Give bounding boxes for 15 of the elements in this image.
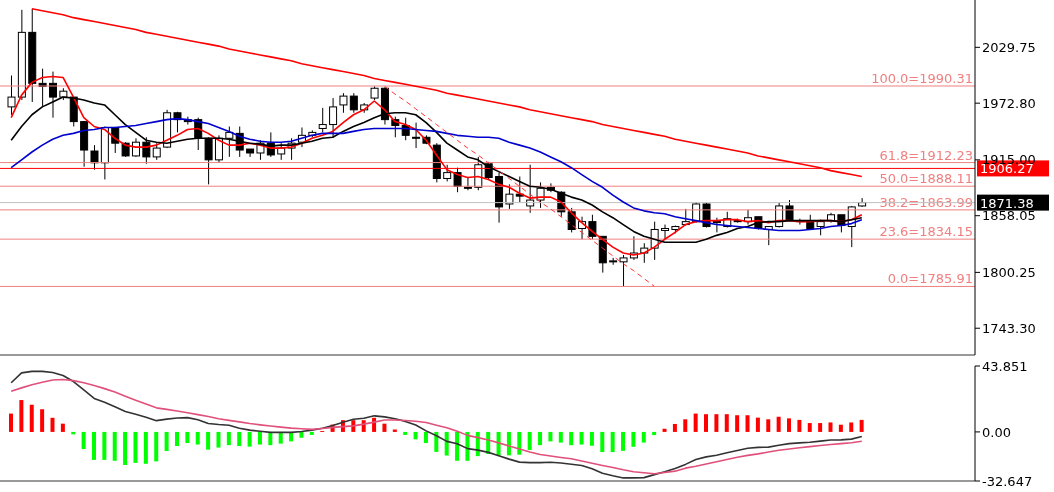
y-tick-label: 1800.25 <box>982 264 1036 280</box>
y-tick-label: -32.647 <box>982 473 1033 489</box>
y-tick-label: 1858.05 <box>982 208 1036 224</box>
ref-line-label: 61.8=1912.23 <box>879 147 973 163</box>
y-tick-label: 1743.30 <box>982 320 1036 336</box>
ref-line-label: 38.2=1863.99 <box>879 194 973 210</box>
ref-line-label: 1871.38 <box>980 195 1034 211</box>
y-tick-label: 0.00 <box>982 424 1011 440</box>
y-tick-label: 1972.80 <box>982 95 1036 111</box>
y-tick-label: 43.851 <box>982 358 1028 374</box>
ref-line-label: 50.0=1888.11 <box>879 171 973 187</box>
ref-line-label: 0.0=1785.91 <box>887 271 973 287</box>
ref-line-label: 100.0=1990.31 <box>871 70 973 86</box>
y-tick-label: 2029.75 <box>982 39 1036 55</box>
ref-line-label: 23.6=1834.15 <box>879 224 973 240</box>
